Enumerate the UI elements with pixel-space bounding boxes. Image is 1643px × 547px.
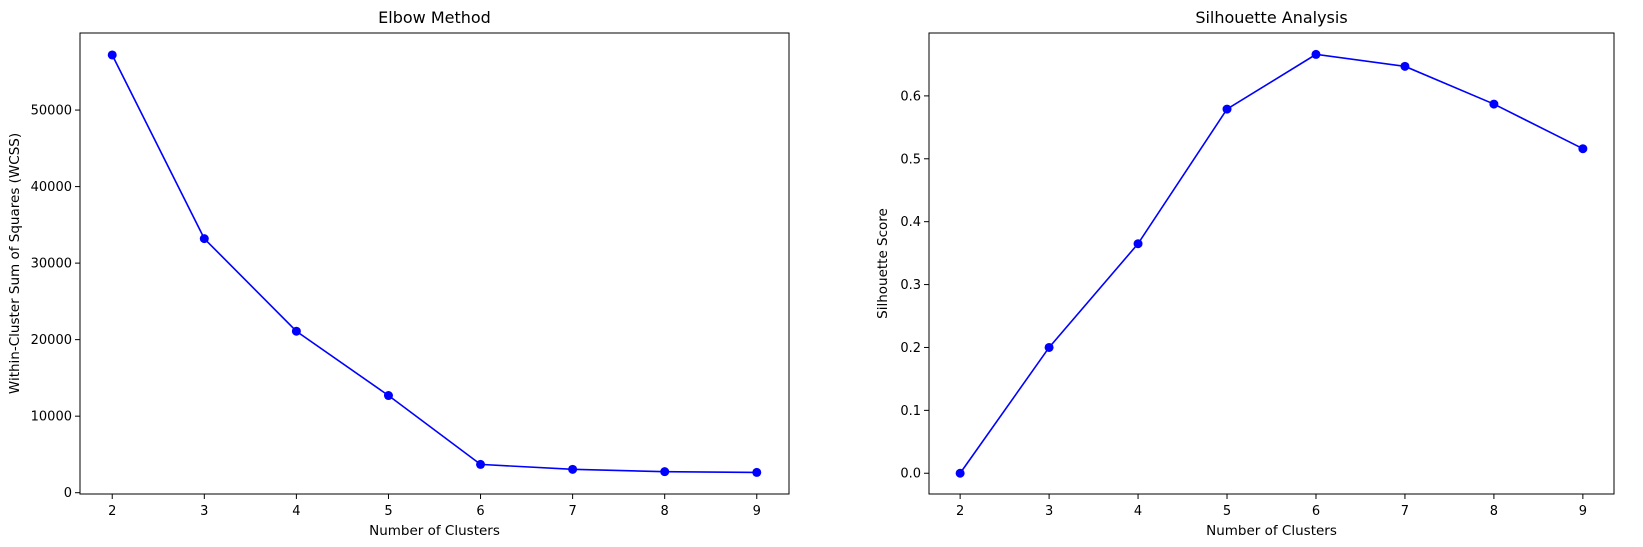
x-tick-label: 3 (200, 504, 208, 519)
x-tick-label: 8 (1490, 504, 1498, 519)
series-line (959, 53, 1584, 474)
y-tick-label: 40000 (31, 180, 72, 195)
y-tick-label: 0.1 (900, 404, 921, 419)
data-point (568, 464, 578, 474)
x-tick-label: 7 (568, 504, 576, 519)
axes-frame (928, 32, 1615, 495)
data-point (1578, 144, 1588, 154)
x-tick-label: 3 (1045, 504, 1053, 519)
x-tick-label: 6 (476, 504, 484, 519)
data-point (1222, 104, 1232, 114)
data-point (476, 459, 486, 469)
x-tick-label: 4 (1134, 504, 1142, 519)
x-tick-label: 7 (1401, 504, 1409, 519)
y-tick-label: 0.4 (900, 215, 921, 230)
x-tick-label: 6 (1312, 504, 1320, 519)
y-tick-label: 50000 (31, 104, 72, 119)
y-tick-label: 0.3 (900, 278, 921, 293)
data-point (1311, 49, 1321, 59)
chart-title: Elbow Method (378, 8, 491, 27)
data-point (199, 234, 209, 244)
y-tick-label: 0.5 (900, 152, 921, 167)
x-tick-label: 9 (1579, 504, 1587, 519)
y-axis-label: Silhouette Score (875, 208, 891, 319)
silhouette-chart: Silhouette Analysis Number of Clusters S… (875, 8, 1615, 539)
axes-frame (79, 32, 790, 495)
x-tick-label: 9 (753, 504, 761, 519)
chart-title: Silhouette Analysis (1195, 8, 1347, 27)
data-point (752, 467, 762, 477)
series-line (111, 54, 757, 474)
y-tick-label: 0.6 (900, 89, 921, 104)
y-tick-label: 20000 (31, 333, 72, 348)
y-tick-label: 30000 (31, 257, 72, 272)
y-tick-label: 0 (64, 486, 72, 501)
data-point (955, 468, 965, 478)
x-tick-label: 2 (108, 504, 116, 519)
y-tick-label: 0.0 (900, 467, 921, 482)
x-tick-label: 4 (292, 504, 300, 519)
x-tick-label: 8 (661, 504, 669, 519)
data-point (107, 50, 117, 60)
x-tick-label: 2 (956, 504, 964, 519)
data-point (383, 391, 393, 401)
data-point (1400, 61, 1410, 71)
y-tick-label: 10000 (31, 410, 72, 425)
data-point (1489, 99, 1499, 109)
data-point (1044, 342, 1054, 352)
x-tick-label: 5 (1223, 504, 1231, 519)
data-point (291, 326, 301, 336)
y-tick-label: 0.2 (900, 341, 921, 356)
x-axis-label: Number of Clusters (1206, 523, 1337, 539)
data-point (1133, 239, 1143, 249)
y-axis-label: Within-Cluster Sum of Squares (WCSS) (7, 133, 23, 394)
data-point (660, 467, 670, 477)
x-tick-label: 5 (384, 504, 392, 519)
elbow-chart: Elbow Method Number of Clusters Within-C… (7, 8, 790, 539)
x-axis-label: Number of Clusters (369, 523, 500, 539)
